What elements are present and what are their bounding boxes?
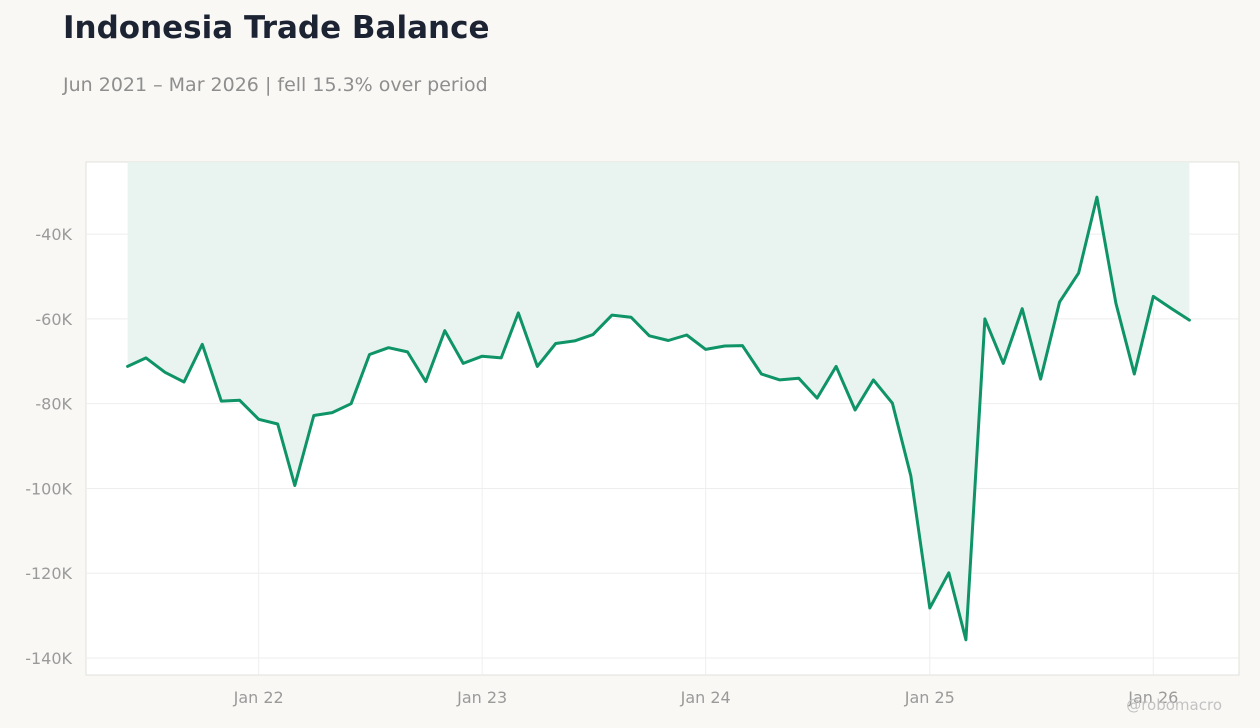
- data-point: [1152, 295, 1155, 298]
- data-point: [164, 371, 167, 374]
- y-tick-label: -40K: [35, 225, 72, 244]
- data-point: [1095, 196, 1098, 199]
- data-point: [1058, 300, 1061, 303]
- x-tick-label: Jan 23: [456, 688, 507, 707]
- data-point: [816, 397, 819, 400]
- data-point: [1039, 378, 1042, 381]
- x-tick-label: Jan 25: [904, 688, 955, 707]
- data-point: [1188, 319, 1191, 322]
- data-point: [723, 345, 726, 348]
- data-point: [481, 355, 484, 358]
- data-point: [872, 378, 875, 381]
- x-tick-label: Jan 26: [1127, 688, 1178, 707]
- data-point: [406, 350, 409, 353]
- data-point: [554, 342, 557, 345]
- data-point: [592, 333, 595, 336]
- data-point: [573, 339, 576, 342]
- data-point: [126, 365, 129, 368]
- data-point: [183, 381, 186, 384]
- data-point: [983, 317, 986, 320]
- data-point: [517, 311, 520, 314]
- data-point: [778, 378, 781, 381]
- y-tick-label: -120K: [25, 564, 72, 583]
- data-point: [500, 356, 503, 359]
- data-point: [238, 399, 241, 402]
- page-title: Indonesia Trade Balance: [63, 10, 490, 46]
- data-point: [145, 356, 148, 359]
- data-point: [685, 334, 688, 337]
- data-point: [331, 411, 334, 414]
- data-point: [1021, 307, 1024, 310]
- data-point: [648, 334, 651, 337]
- data-point: [760, 373, 763, 376]
- data-point: [220, 400, 223, 403]
- series-area-layer: [127, 162, 1190, 640]
- page-subtitle: Jun 2021 – Mar 2026 | fell 15.3% over pe…: [63, 74, 488, 96]
- data-point: [443, 329, 446, 332]
- data-point: [1133, 373, 1136, 376]
- data-point: [350, 402, 353, 405]
- y-tick-label: -60K: [35, 310, 72, 329]
- data-point: [947, 571, 950, 574]
- data-point: [387, 346, 390, 349]
- watermark-text: @robomacro: [1126, 696, 1222, 714]
- data-point: [854, 409, 857, 412]
- y-tick-label: -100K: [25, 479, 72, 498]
- data-point: [257, 418, 260, 421]
- data-point: [293, 484, 296, 487]
- x-tick-label: Jan 24: [680, 688, 731, 707]
- data-point: [630, 316, 633, 319]
- data-point: [536, 365, 539, 368]
- series-area: [127, 162, 1190, 640]
- data-point: [1114, 302, 1117, 305]
- series-line-layer: [126, 195, 1191, 642]
- x-tick-label: Jan 22: [233, 688, 284, 707]
- data-point: [201, 343, 204, 346]
- data-point: [928, 607, 931, 610]
- data-point: [667, 339, 670, 342]
- data-point: [909, 474, 912, 477]
- data-point: [964, 638, 967, 641]
- y-tick-label: -140K: [25, 649, 72, 668]
- data-point: [462, 362, 465, 365]
- data-point: [276, 423, 279, 426]
- data-point: [1171, 308, 1174, 311]
- data-point: [741, 344, 744, 347]
- data-point: [835, 365, 838, 368]
- data-point: [797, 377, 800, 380]
- data-point: [424, 380, 427, 383]
- x-axis: Jan 22 Jan 23 Jan 24 Jan 25 Jan 26: [233, 688, 1179, 707]
- data-point: [368, 353, 371, 356]
- data-point: [1002, 362, 1005, 365]
- data-point: [704, 348, 707, 351]
- data-point: [891, 402, 894, 405]
- data-point: [611, 314, 614, 317]
- series-line: [126, 195, 1191, 642]
- data-point: [1077, 272, 1080, 275]
- y-tick-label: -80K: [35, 395, 72, 414]
- data-point: [312, 414, 315, 417]
- y-axis: -140K -120K -100K -80K -60K -40K: [25, 225, 72, 668]
